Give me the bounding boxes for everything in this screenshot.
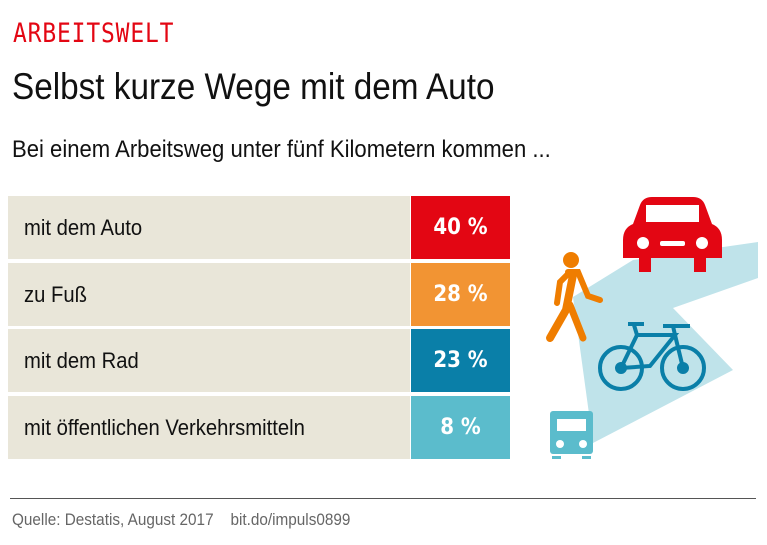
- page-title: Selbst kurze Wege mit dem Auto: [12, 66, 495, 107]
- category-label: zu Fuß: [24, 281, 87, 307]
- category-cell: zu Fuß: [8, 262, 410, 326]
- value-bar: 8 %: [411, 395, 510, 459]
- car-icon: [623, 197, 722, 272]
- bus-icon: [550, 411, 593, 459]
- subtitle: Bei einem Arbeitsweg unter fünf Kilomete…: [12, 136, 551, 163]
- value-bar: 23 %: [411, 329, 510, 392]
- footer-divider: [10, 498, 756, 499]
- bar-row: zu Fuß 28 %: [8, 262, 510, 326]
- category-label: mit dem Auto: [24, 215, 143, 240]
- bicycle-icon: [598, 322, 706, 391]
- category-cell: mit öffentlichen Verkehrsmitteln: [8, 395, 410, 459]
- value-bar: 40 %: [411, 196, 510, 259]
- category-cell: mit dem Rad: [8, 329, 410, 392]
- bar-row: mit öffentlichen Verkehrsmitteln 8 %: [8, 395, 510, 459]
- kicker: ARBEITSWELT: [13, 18, 175, 49]
- source-text: Quelle: Destatis, August 2017: [12, 510, 214, 529]
- road-shape: [573, 242, 758, 443]
- bar-row: mit dem Auto 40 %: [8, 196, 510, 259]
- bar-row: mit dem Rad 23 %: [8, 329, 510, 392]
- source-link[interactable]: bit.do/impuls0899: [230, 510, 351, 529]
- pedestrian-icon: [546, 252, 603, 342]
- category-cell: mit dem Auto: [8, 196, 410, 259]
- value-bar: 28 %: [411, 262, 510, 326]
- category-label: mit öffentlichen Verkehrsmitteln: [24, 414, 305, 440]
- footer: Quelle: Destatis, August 2017 bit.do/imp…: [12, 510, 363, 530]
- category-label: mit dem Rad: [24, 348, 139, 373]
